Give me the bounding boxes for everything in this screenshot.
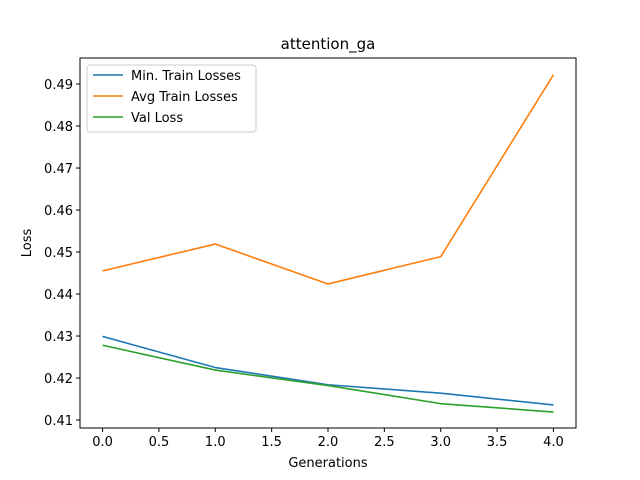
- y-tick-label: 0.43: [44, 330, 73, 345]
- y-tick-label: 0.49: [44, 78, 73, 93]
- x-tick-label: 0.0: [92, 435, 113, 450]
- y-tick-label: 0.42: [44, 372, 73, 387]
- legend: Min. Train Losses Avg Train Losses Val Los…: [86, 64, 257, 133]
- y-tick-label: 0.47: [44, 162, 73, 177]
- x-tick-label: 0.5: [149, 435, 170, 450]
- chart-title: attention_ga: [281, 35, 376, 54]
- y-axis: 0.41 0.42 0.43 0.44 0.45 0.46 0.47 0.48 0.49: [44, 78, 80, 429]
- x-tick-label: 2.0: [318, 435, 339, 450]
- y-tick-label: 0.45: [44, 246, 73, 261]
- x-tick-label: 4.0: [543, 435, 564, 450]
- x-axis: 0.0 0.5 1.0 1.5 2.0 2.5 3.0 3.5 4.0: [92, 428, 564, 450]
- series-layer: [102, 74, 555, 413]
- legend-label: Min. Train Losses: [131, 69, 241, 84]
- x-tick-label: 3.5: [487, 435, 508, 450]
- x-tick-label: 3.0: [430, 435, 451, 450]
- x-axis-label: Generations: [288, 456, 368, 471]
- legend-box: [86, 64, 257, 133]
- series-line-0: [102, 335, 554, 406]
- x-tick-label: 2.5: [374, 435, 395, 450]
- y-axis-label: Loss: [20, 229, 35, 258]
- y-tick-label: 0.41: [44, 414, 73, 429]
- y-tick-label: 0.48: [44, 120, 73, 135]
- x-tick-label: 1.5: [261, 435, 282, 450]
- series-line-2: [102, 344, 554, 413]
- legend-label: Avg Train Losses: [131, 90, 238, 105]
- y-tick-label: 0.46: [44, 204, 73, 219]
- legend-label: Val Loss: [131, 111, 183, 126]
- series-line-1: [102, 74, 555, 285]
- x-tick-label: 1.0: [205, 435, 226, 450]
- y-tick-label: 0.44: [44, 288, 73, 303]
